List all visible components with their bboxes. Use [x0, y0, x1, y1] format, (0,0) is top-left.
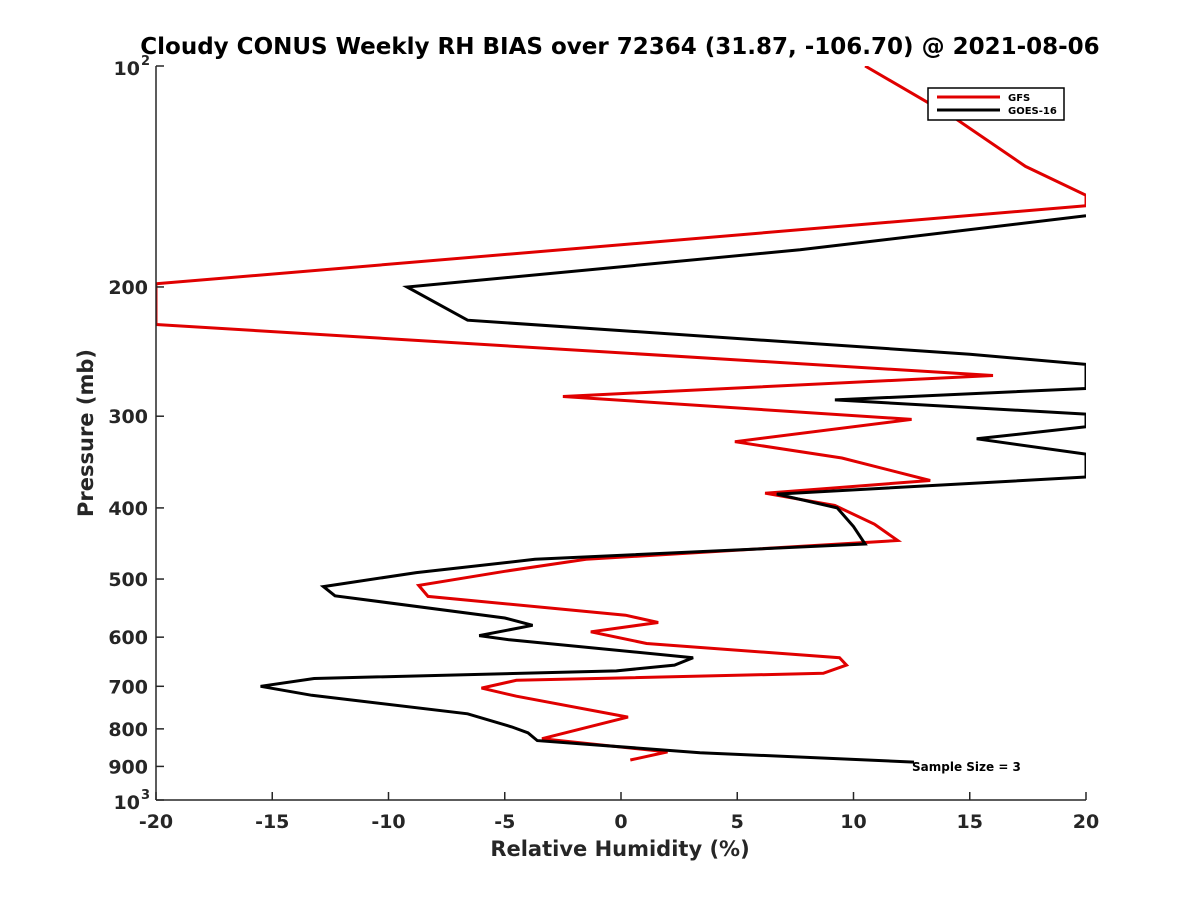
axes [155, 65, 1087, 801]
y-tick-exponent: 3 [141, 788, 150, 803]
y-tick-label: 10 [114, 58, 140, 80]
legend-box [927, 87, 1065, 121]
y-tick-label: 200 [108, 277, 148, 299]
y-tick-label: 10 [114, 792, 140, 814]
y-axis-label: Pressure (mb) [74, 349, 98, 517]
y-tick-label: 600 [108, 627, 148, 649]
x-axis-label: Relative Humidity (%) [490, 837, 749, 861]
y-tick-label: 500 [108, 569, 148, 591]
legend-label: GFS [1008, 93, 1030, 104]
x-tick-label: -20 [139, 811, 173, 833]
y-tick-label: 700 [108, 676, 148, 698]
chart-title: Cloudy CONUS Weekly RH BIAS over 72364 (… [140, 34, 1099, 60]
x-tick-label: 20 [1073, 811, 1099, 833]
y-tick-exponent: 2 [141, 54, 150, 69]
x-tick-label: -5 [494, 811, 515, 833]
x-tick-label: -15 [255, 811, 289, 833]
series-line-gfs [156, 66, 1086, 762]
y-tick-label: 800 [108, 719, 148, 741]
legend-label: GOES-16 [1008, 106, 1057, 117]
y-tick-label: 400 [108, 498, 148, 520]
x-tick-label: -10 [371, 811, 405, 833]
x-tick-label: 0 [614, 811, 627, 833]
y-tick-label: 300 [108, 406, 148, 428]
sample-size-annotation: Sample Size = 3 [912, 760, 1021, 774]
plot-lines [156, 66, 1086, 764]
series-line-goes-16 [260, 214, 1086, 764]
x-tick-label: 5 [731, 811, 744, 833]
legend: GFS GOES-16 [927, 87, 1065, 121]
y-tick-label: 900 [108, 756, 148, 778]
x-tick-label: 15 [957, 811, 983, 833]
x-tick-label: 10 [840, 811, 866, 833]
